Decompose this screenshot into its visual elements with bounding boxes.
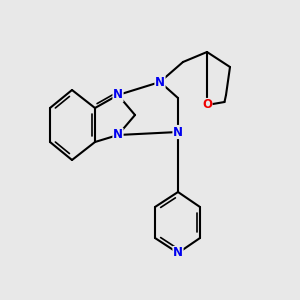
Text: N: N	[113, 88, 123, 101]
Text: N: N	[113, 128, 123, 142]
Text: N: N	[173, 125, 183, 139]
Text: O: O	[202, 98, 212, 112]
Text: N: N	[173, 247, 183, 260]
Text: N: N	[155, 76, 165, 88]
